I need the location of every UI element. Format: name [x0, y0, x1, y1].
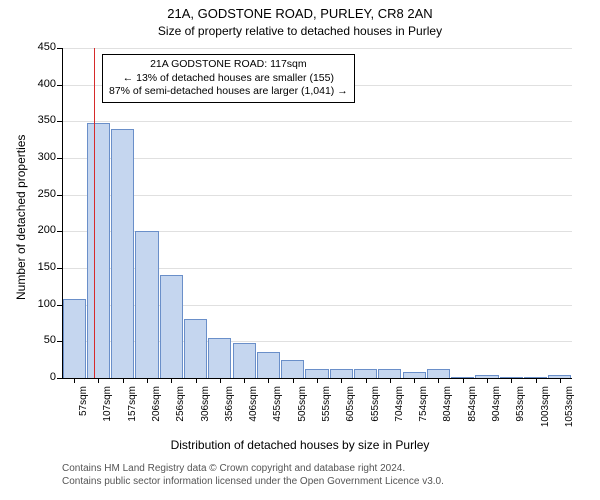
chart-title: 21A, GODSTONE ROAD, PURLEY, CR8 2AN: [0, 6, 600, 21]
histogram-bar: [111, 129, 134, 378]
x-tick-label: 904sqm: [491, 386, 502, 436]
x-tick-label: 157sqm: [127, 386, 138, 436]
x-tick-label: 605sqm: [345, 386, 356, 436]
x-tick-label: 455sqm: [272, 386, 283, 436]
x-tick-label: 57sqm: [78, 386, 89, 436]
y-tick-label: 450: [26, 41, 56, 53]
x-tick-label: 306sqm: [200, 386, 211, 436]
info-box-line1: 21A GODSTONE ROAD: 117sqm: [109, 58, 348, 72]
histogram-bar: [208, 338, 231, 378]
x-tick-label: 953sqm: [515, 386, 526, 436]
histogram-bar: [305, 369, 328, 378]
histogram-bar: [330, 369, 353, 378]
x-tick-label: 754sqm: [418, 386, 429, 436]
x-tick-label: 406sqm: [248, 386, 259, 436]
y-tick-label: 300: [26, 151, 56, 163]
y-tick-label: 50: [26, 334, 56, 346]
footer-line2: Contains public sector information licen…: [62, 475, 444, 488]
y-tick-label: 400: [26, 78, 56, 90]
info-box-line3: 87% of semi-detached houses are larger (…: [109, 85, 348, 99]
histogram-bar: [135, 231, 158, 378]
x-tick-label: 854sqm: [467, 386, 478, 436]
x-tick-label: 206sqm: [151, 386, 162, 436]
histogram-bar: [87, 123, 110, 378]
x-tick-label: 1053sqm: [564, 386, 575, 436]
histogram-bar: [427, 369, 450, 378]
x-axis-label: Distribution of detached houses by size …: [0, 438, 600, 452]
y-axis-line: [62, 48, 63, 378]
chart-subtitle: Size of property relative to detached ho…: [0, 24, 600, 38]
histogram-bar: [378, 369, 401, 378]
histogram-bar: [184, 319, 207, 378]
histogram-bar: [160, 275, 183, 378]
plot-area: 05010015020025030035040045057sqm107sqm15…: [62, 48, 572, 378]
x-tick-label: 256sqm: [175, 386, 186, 436]
gridline: [62, 121, 572, 122]
gridline: [62, 158, 572, 159]
chart-container: 21A, GODSTONE ROAD, PURLEY, CR8 2AN Size…: [0, 0, 600, 500]
y-tick-label: 250: [26, 188, 56, 200]
info-box: 21A GODSTONE ROAD: 117sqm← 13% of detach…: [102, 54, 355, 103]
histogram-bar: [281, 360, 304, 378]
y-tick-label: 200: [26, 224, 56, 236]
x-tick-label: 704sqm: [394, 386, 405, 436]
footer-line1: Contains HM Land Registry data © Crown c…: [62, 462, 444, 475]
x-tick-label: 107sqm: [102, 386, 113, 436]
histogram-bar: [354, 369, 377, 378]
footer-text: Contains HM Land Registry data © Crown c…: [62, 462, 444, 488]
x-tick-label: 505sqm: [297, 386, 308, 436]
x-tick-label: 356sqm: [224, 386, 235, 436]
x-tick-label: 804sqm: [442, 386, 453, 436]
info-box-line2: ← 13% of detached houses are smaller (15…: [109, 72, 348, 86]
histogram-bar: [233, 343, 256, 378]
histogram-bar: [63, 299, 86, 378]
y-tick-label: 350: [26, 114, 56, 126]
x-tick-label: 555sqm: [321, 386, 332, 436]
y-tick-label: 150: [26, 261, 56, 273]
gridline: [62, 195, 572, 196]
y-tick-label: 0: [26, 371, 56, 383]
x-tick-label: 655sqm: [370, 386, 381, 436]
histogram-bar: [257, 352, 280, 378]
y-tick-label: 100: [26, 298, 56, 310]
x-axis-line: [62, 378, 572, 379]
property-marker-line: [94, 48, 95, 378]
gridline: [62, 48, 572, 49]
x-tick-label: 1003sqm: [540, 386, 551, 436]
